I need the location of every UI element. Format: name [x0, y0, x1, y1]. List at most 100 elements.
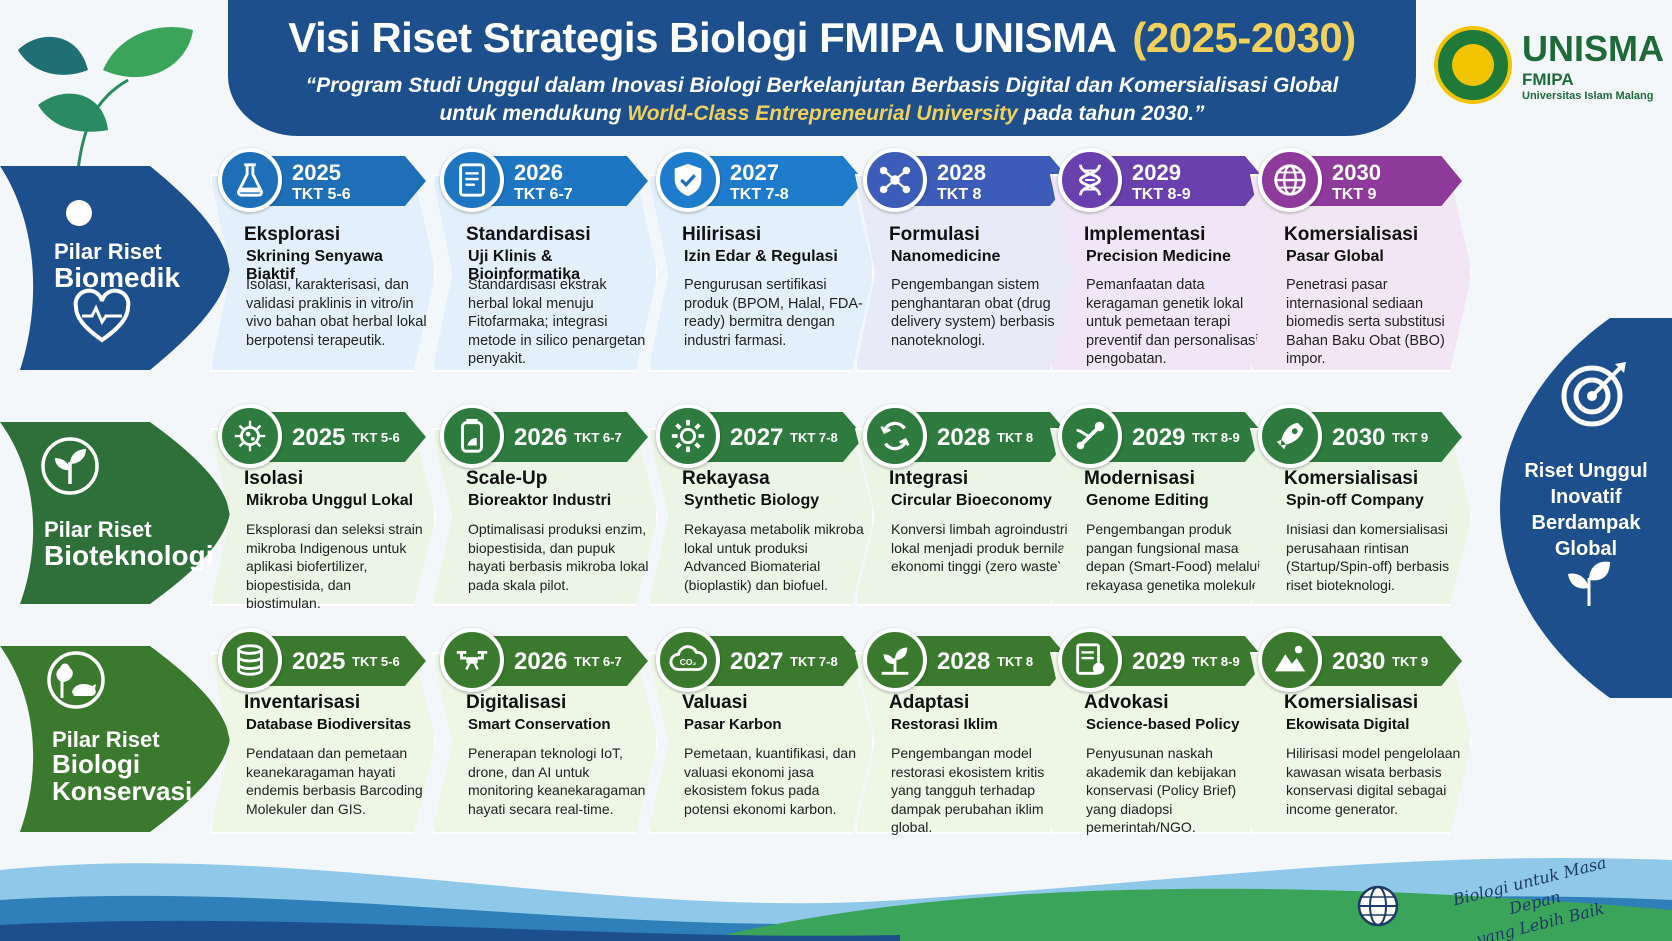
milestone-icon-badge [863, 628, 927, 692]
logo-university: Universitas Islam Malang [1522, 90, 1654, 102]
milestone-title: Adaptasi [889, 692, 970, 713]
milestone-description: Inisiasi dan komersialisasi perusahaan r… [1286, 521, 1450, 593]
tagline-part3: pada tahun 2030.” [1017, 102, 1205, 125]
milestone-title: Digitalisasi [466, 692, 567, 713]
tagline-highlight: World-Class Entrepreneurial University [627, 102, 1018, 125]
milestone-year: 2027 [730, 648, 784, 675]
milestone-year: 2025 [292, 648, 346, 675]
milestone-row-1: 2025 TKT 5-6 Eksplorasi Skrining Senyawa Bi… [200, 148, 1500, 378]
milestone-year: 2025 [292, 424, 346, 451]
milestone-subtitle: Izin Edar & Regulasi [684, 248, 838, 265]
milestone-subtitle: Ekowisata Digital [1286, 716, 1410, 733]
molecule-icon [879, 166, 911, 194]
milestone-icon-badge: CO₂ [656, 628, 720, 692]
milestone-tkt: TKT 7-8 [730, 186, 789, 203]
milestone-title: Standardisasi [466, 224, 591, 245]
milestone-description: Standardisasi ekstrak herbal lokal menuj… [468, 277, 646, 367]
milestone-description: Penerapan teknologi IoT, drone, dan AI u… [468, 745, 646, 817]
milestone-icon-badge [1258, 628, 1322, 692]
milestone-year: 2026 [514, 160, 563, 185]
milestone-icon-badge [218, 148, 282, 212]
milestone-title: Integrasi [889, 468, 969, 489]
milestone-card: 2025 TKT 5-6 Isolasi Mikroba Unggul Lokal Ek… [200, 404, 436, 612]
milestone-title: Formulasi [889, 224, 980, 245]
milestone-description: Pengurusan sertifikasi produk (BPOM, Hal… [684, 277, 863, 349]
pillar-title-line1: Pilar Riset [52, 727, 160, 752]
milestone-icon-badge [1058, 148, 1122, 212]
goal-line3: Berdampak Global [1531, 512, 1641, 560]
milestone-tkt: TKT 8 [997, 430, 1034, 445]
bioreactor-icon [461, 418, 483, 453]
pillar-label-1: Pilar Riset Biomedik [0, 166, 230, 370]
milestone-title: Isolasi [244, 468, 304, 489]
milestone-tkt: TKT 9 [1392, 430, 1429, 445]
milestone-title: Komersialisasi [1284, 224, 1419, 245]
milestone-icon-badge [1258, 404, 1322, 468]
milestone-tkt: TKT 6-7 [574, 430, 622, 445]
milestone-description: Isolasi, karakterisasi, dan validasi pra… [246, 277, 427, 349]
milestone-title: Implementasi [1084, 224, 1206, 245]
milestone-description: Penetrasi pasar internasional sediaan bi… [1286, 277, 1445, 367]
milestone-card: 2028 TKT 8 Formulasi Nanomedicine Pengembang… [845, 148, 1081, 378]
milestone-row-3: 2025 TKT 5-6 Inventarisasi Database Biodive… [200, 628, 1500, 840]
milestone-subtitle: Science-based Policy [1086, 716, 1240, 733]
milestone-card: 2029 TKT 8-9 Advokasi Science-based Policy P… [1040, 628, 1276, 840]
milestone-title: Valuasi [682, 692, 748, 713]
milestone-card: 2025 TKT 5-6 Eksplorasi Skrining Senyawa Bi… [200, 148, 436, 378]
milestone-card: 2026 TKT 6-7 Digitalisasi Smart Conservatio… [422, 628, 658, 840]
milestone-tkt: TKT 9 [1332, 186, 1377, 203]
milestone-year: 2030 [1332, 160, 1381, 185]
milestone-card: 2026 TKT 6-7 Scale-Up Bioreaktor Industri Op… [422, 404, 658, 612]
milestone-card: 2028 TKT 8 Integrasi Circular Bioeconomy Kon… [845, 404, 1081, 612]
pillar-title-line1: Pilar Riset [54, 239, 162, 264]
milestone-icon-badge [1058, 628, 1122, 692]
tagline-part1: “Program Studi Unggul dalam Inovasi Biol… [305, 74, 1339, 97]
milestone-year: 2029 [1132, 160, 1181, 185]
milestone-tkt: TKT 8 [997, 654, 1034, 669]
milestone-subtitle: Restorasi Iklim [891, 716, 998, 733]
milestone-subtitle: Uji Klinis & Bioinformatika [468, 248, 581, 283]
milestone-icon-badge [218, 628, 282, 692]
globe-footer-icon [1357, 885, 1399, 927]
title-main: Visi Riset Strategis Biologi FMIPA UNISM… [288, 14, 1117, 61]
pillar-title-line2: Biologi [52, 749, 141, 780]
gene-edit-icon [1076, 421, 1105, 450]
milestone-description: Rekayasa metabolik mikroba lokal untuk p… [684, 521, 864, 593]
logo-faculty: FMIPA [1522, 70, 1574, 89]
milestone-title: Modernisasi [1084, 468, 1195, 489]
milestone-icon-badge [440, 404, 504, 468]
milestone-year: 2028 [937, 648, 991, 675]
milestone-year: 2030 [1332, 648, 1386, 675]
heart-pulse-icon [73, 288, 131, 343]
milestone-tkt: TKT 8 [937, 186, 982, 203]
rocket-icon [1276, 422, 1304, 450]
leaves-decoration [18, 26, 193, 170]
milestone-icon-badge [1258, 148, 1322, 212]
milestone-tkt: TKT 6-7 [514, 186, 573, 203]
milestone-icon-badge [863, 148, 927, 212]
unisma-seal-icon [1434, 26, 1512, 104]
milestone-card: 2029 TKT 8-9 Modernisasi Genome Editing Peng… [1040, 404, 1276, 612]
page-title: Visi Riset Strategis Biologi FMIPA UNISM… [228, 14, 1416, 62]
milestone-subtitle: Spin-off Company [1286, 492, 1424, 509]
milestone-subtitle: Mikroba Unggul Lokal [246, 492, 414, 509]
milestone-title: Hilirisasi [682, 224, 762, 245]
pillar-title-line1: Pilar Riset [44, 517, 152, 542]
milestone-description: Pendataan dan pemetaan keanekaragaman ha… [246, 745, 423, 817]
milestone-tkt: TKT 9 [1392, 654, 1429, 669]
svg-text:CO₂: CO₂ [680, 657, 697, 667]
milestone-subtitle: Pasar Karbon [684, 716, 782, 733]
milestone-card: 2025 TKT 5-6 Inventarisasi Database Biodive… [200, 628, 436, 840]
footer-waves [0, 858, 1672, 941]
milestone-subtitle: Synthetic Biology [684, 492, 820, 509]
milestone-icon-badge [440, 148, 504, 212]
milestone-tkt: TKT 8-9 [1192, 430, 1240, 445]
milestone-icon-badge [218, 404, 282, 468]
pillar-title-line2: Biomedik [54, 262, 181, 294]
milestone-title: Eksplorasi [244, 224, 341, 245]
milestone-tkt: TKT 5-6 [352, 654, 400, 669]
pillar-title: Pilar Riset Bioteknologi [44, 517, 214, 571]
milestone-title: Inventarisasi [244, 692, 361, 713]
microbe-icon [234, 420, 266, 452]
milestone-title: Advokasi [1084, 692, 1169, 713]
